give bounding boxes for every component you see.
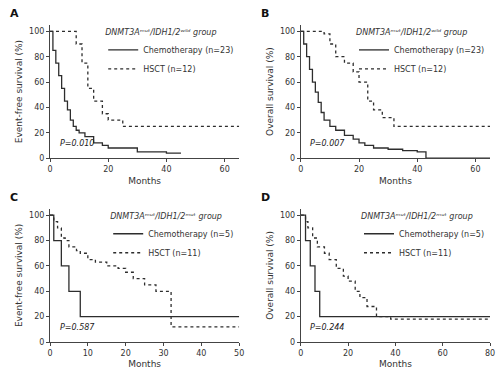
svg-text:60: 60 [34, 78, 44, 87]
svg-text:60: 60 [470, 165, 480, 174]
svg-text:0: 0 [47, 165, 52, 174]
svg-text:DNMT3Aᵐᵘᵗ/IDH1/2ʷⁱˡᵈ group: DNMT3Aᵐᵘᵗ/IDH1/2ʷⁱˡᵈ group [356, 28, 467, 37]
svg-text:100: 100 [29, 211, 44, 220]
svg-text:Chemotherapy (n=23): Chemotherapy (n=23) [143, 46, 233, 55]
svg-text:40: 40 [412, 165, 422, 174]
svg-text:60: 60 [285, 262, 295, 271]
svg-text:P=0.587: P=0.587 [60, 323, 95, 332]
svg-text:80: 80 [34, 53, 44, 62]
svg-text:Months: Months [379, 359, 412, 369]
svg-text:30: 30 [158, 349, 168, 358]
svg-text:10: 10 [83, 349, 93, 358]
svg-text:Chemotherapy (n=5): Chemotherapy (n=5) [148, 230, 233, 239]
svg-text:Chemotherapy (n=5): Chemotherapy (n=5) [399, 230, 484, 239]
svg-text:Months: Months [379, 176, 412, 186]
svg-text:20: 20 [285, 312, 295, 321]
svg-text:80: 80 [285, 236, 295, 245]
svg-text:Event-free survival (%): Event-free survival (%) [14, 40, 24, 143]
svg-text:HSCT (n=12): HSCT (n=12) [143, 65, 195, 74]
svg-text:HSCT (n=11): HSCT (n=11) [148, 249, 200, 258]
svg-text:P=0.007: P=0.007 [310, 139, 345, 148]
svg-text:0: 0 [47, 349, 52, 358]
svg-text:P=0.010: P=0.010 [60, 139, 94, 148]
svg-text:0: 0 [290, 338, 295, 347]
svg-text:Overall survival (%): Overall survival (%) [265, 231, 275, 320]
svg-text:HSCT (n=12): HSCT (n=12) [394, 65, 446, 74]
svg-text:50: 50 [234, 349, 244, 358]
svg-text:DNMT3Aᵐᵘᵗ/IDH1/2ᵐᵘᵗ group: DNMT3Aᵐᵘᵗ/IDH1/2ᵐᵘᵗ group [110, 212, 222, 221]
svg-text:100: 100 [280, 27, 295, 36]
svg-text:20: 20 [343, 349, 353, 358]
svg-text:60: 60 [285, 78, 295, 87]
svg-text:40: 40 [34, 287, 44, 296]
svg-text:Overall survival (%): Overall survival (%) [265, 47, 275, 136]
svg-text:20: 20 [354, 165, 364, 174]
svg-text:100: 100 [29, 27, 44, 36]
svg-text:60: 60 [220, 165, 230, 174]
svg-text:Chemotherapy (n=23): Chemotherapy (n=23) [394, 46, 484, 55]
svg-text:40: 40 [161, 165, 171, 174]
svg-text:DNMT3Aᵐᵘᵗ/IDH1/2ᵐᵘᵗ group: DNMT3Aᵐᵘᵗ/IDH1/2ᵐᵘᵗ group [361, 212, 473, 221]
svg-text:80: 80 [485, 349, 495, 358]
svg-text:Months: Months [128, 359, 161, 369]
svg-text:60: 60 [34, 262, 44, 271]
svg-text:80: 80 [285, 53, 295, 62]
svg-text:20: 20 [121, 349, 131, 358]
svg-text:40: 40 [390, 349, 400, 358]
svg-text:60: 60 [438, 349, 448, 358]
svg-text:20: 20 [34, 312, 44, 321]
svg-text:C: C [10, 191, 18, 204]
svg-text:B: B [261, 7, 269, 20]
svg-text:D: D [261, 191, 270, 204]
svg-text:A: A [10, 7, 19, 20]
svg-text:DNMT3Aᵐᵘᵗ/IDH1/2ʷⁱˡᵈ group: DNMT3Aᵐᵘᵗ/IDH1/2ʷⁱˡᵈ group [105, 28, 216, 37]
svg-text:40: 40 [285, 287, 295, 296]
svg-text:40: 40 [285, 103, 295, 112]
svg-text:0: 0 [290, 154, 295, 163]
svg-text:20: 20 [34, 129, 44, 138]
svg-text:0: 0 [298, 165, 303, 174]
svg-text:80: 80 [34, 236, 44, 245]
svg-text:P=0.244: P=0.244 [310, 323, 344, 332]
svg-text:0: 0 [39, 338, 44, 347]
svg-text:HSCT (n=11): HSCT (n=11) [399, 249, 451, 258]
svg-text:Months: Months [128, 176, 161, 186]
svg-text:40: 40 [34, 103, 44, 112]
svg-text:0: 0 [39, 154, 44, 163]
svg-text:20: 20 [285, 129, 295, 138]
svg-text:40: 40 [196, 349, 206, 358]
svg-text:0: 0 [298, 349, 303, 358]
svg-text:Event-free survival (%): Event-free survival (%) [14, 224, 24, 327]
svg-text:100: 100 [280, 211, 295, 220]
svg-text:20: 20 [103, 165, 113, 174]
